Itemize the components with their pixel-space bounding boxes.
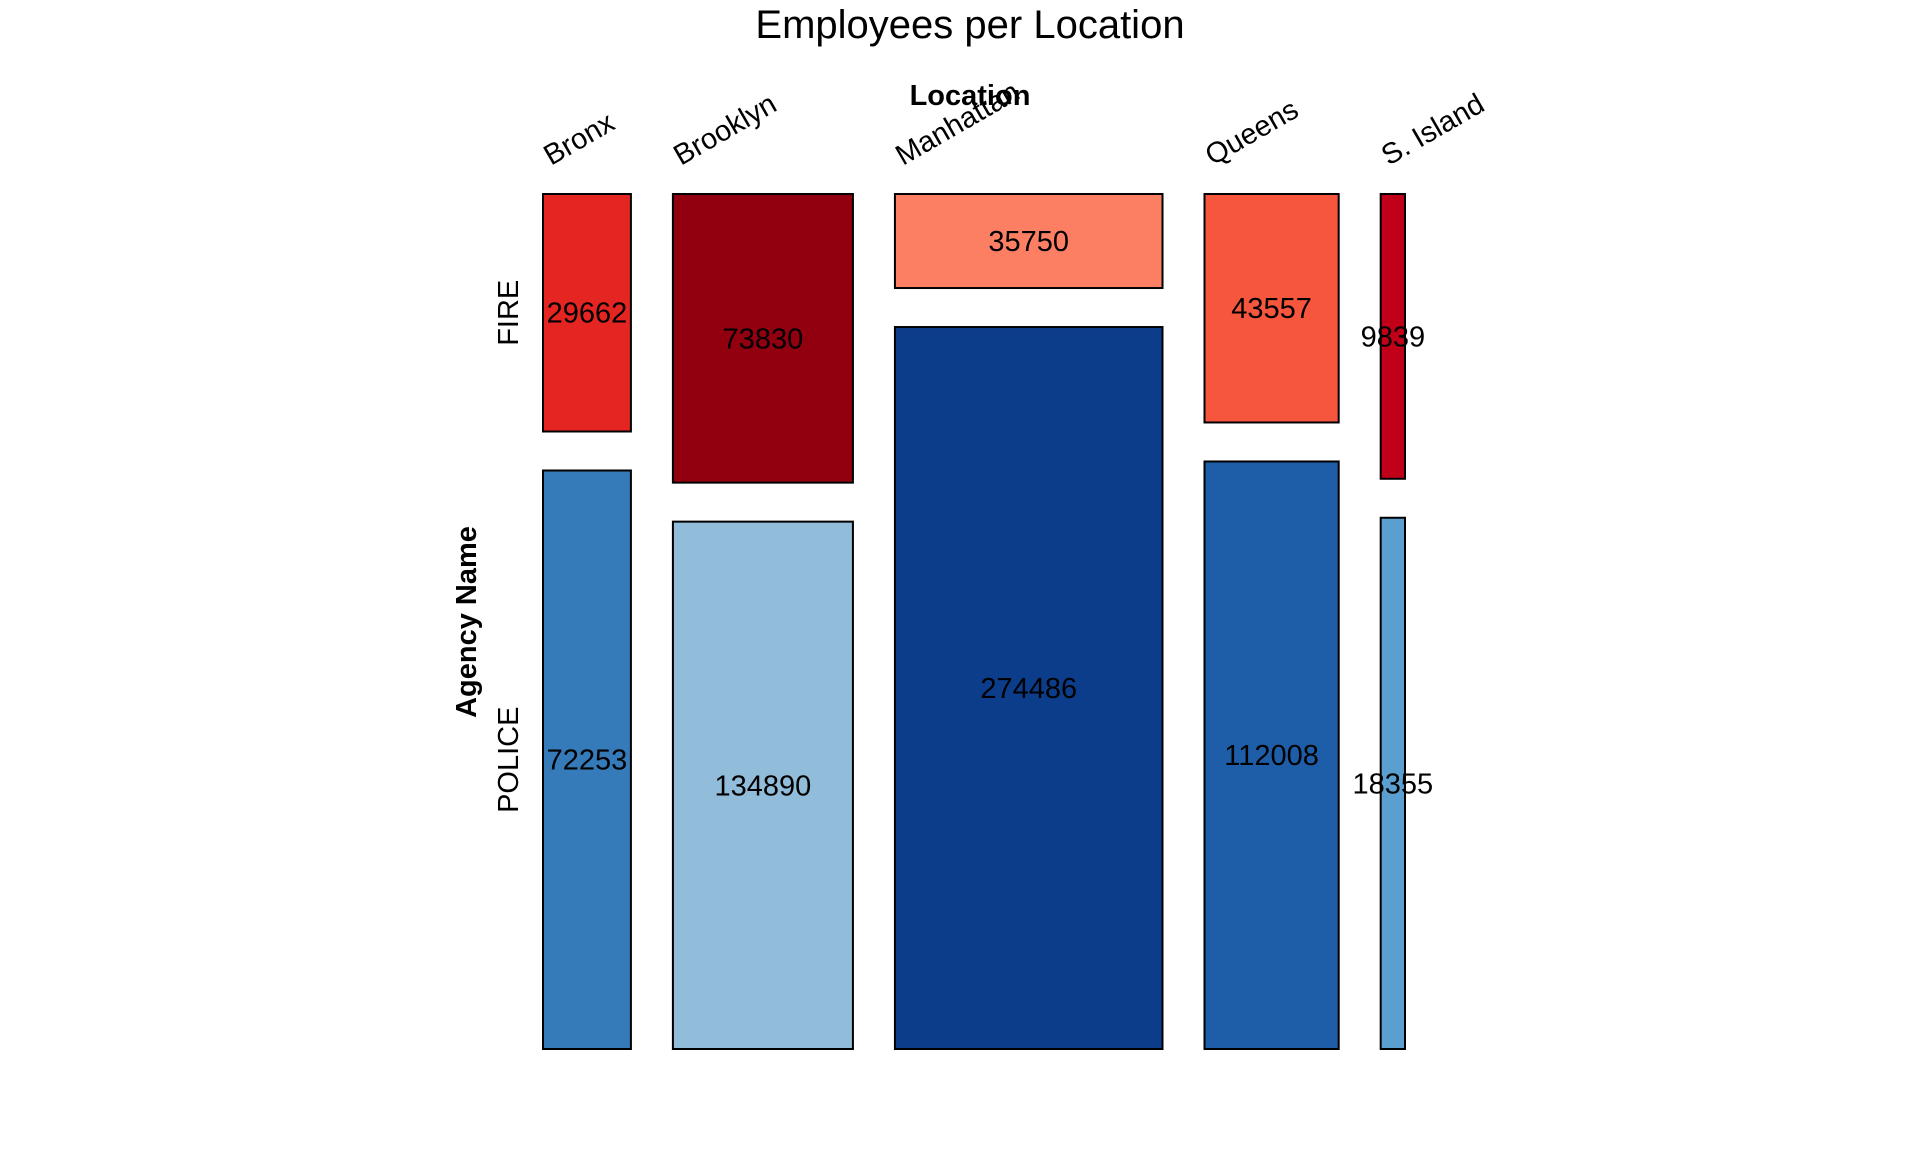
value-label-police-s-island: 18355 bbox=[1353, 768, 1434, 800]
column-label-s-island: S. Island bbox=[1376, 88, 1490, 172]
tile-police-manhattan bbox=[893, 326, 1164, 1051]
row-label-police: POLICE bbox=[493, 707, 525, 813]
column-label-bronx: Bronx bbox=[539, 106, 621, 172]
chart-title: Employees per Location bbox=[755, 3, 1184, 47]
mosaic-tiles bbox=[542, 193, 1407, 1051]
column-labels: Bronx Brooklyn Manhattan Queens S. Island bbox=[539, 76, 1490, 172]
column-label-brooklyn: Brooklyn bbox=[668, 88, 782, 172]
value-label-fire-queens: 43557 bbox=[1231, 293, 1312, 325]
x-axis-title: Location bbox=[910, 80, 1031, 112]
value-label-police-brooklyn: 134890 bbox=[715, 770, 812, 802]
tile-fire-s-island bbox=[1379, 193, 1407, 480]
row-labels: FIRE POLICE bbox=[493, 280, 525, 813]
value-label-fire-manhattan: 35750 bbox=[988, 226, 1069, 258]
column-label-queens: Queens bbox=[1200, 94, 1304, 173]
tile-police-queens bbox=[1203, 460, 1340, 1050]
tile-fire-brooklyn bbox=[671, 193, 854, 484]
tile-police-s-island bbox=[1379, 516, 1407, 1050]
tile-fire-queens bbox=[1203, 193, 1340, 424]
value-label-police-queens: 112008 bbox=[1224, 740, 1319, 772]
value-label-fire-brooklyn: 73830 bbox=[723, 323, 804, 355]
value-label-police-manhattan: 274486 bbox=[980, 673, 1077, 705]
row-label-fire: FIRE bbox=[493, 280, 525, 346]
tile-police-bronx bbox=[542, 469, 632, 1050]
value-label-fire-s-island: 9839 bbox=[1361, 321, 1426, 353]
cell-labels: 29662 72253 73830 134890 35750 274486 43557 112… bbox=[547, 226, 1434, 802]
tile-police-brooklyn bbox=[671, 520, 854, 1050]
value-label-police-bronx: 72253 bbox=[547, 745, 628, 777]
value-label-fire-bronx: 29662 bbox=[547, 298, 628, 330]
y-axis-title: Agency Name bbox=[451, 526, 483, 718]
tile-fire-bronx bbox=[542, 193, 632, 433]
tile-fire-manhattan bbox=[893, 193, 1164, 290]
